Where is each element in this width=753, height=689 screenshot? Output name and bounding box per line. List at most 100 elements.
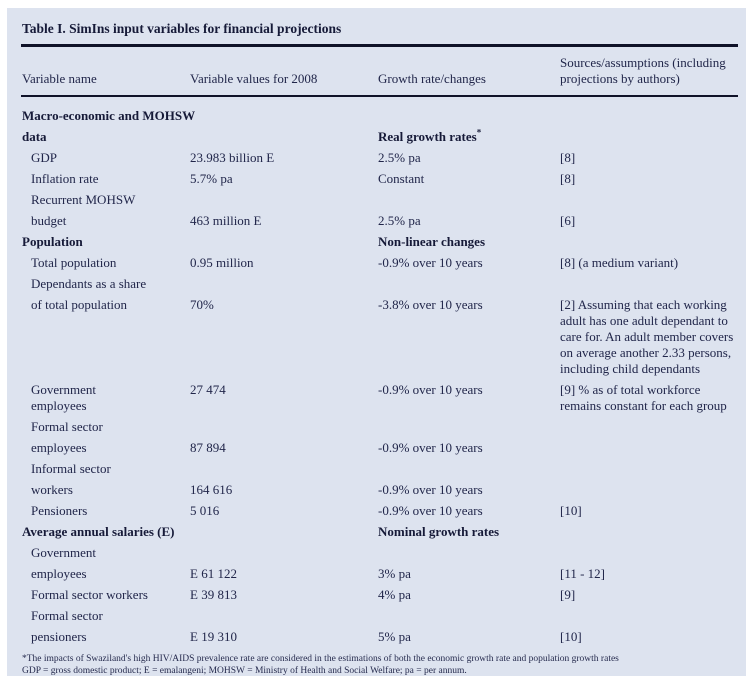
table-cell: Recurrent MOHSW xyxy=(31,192,136,207)
table-cell: 87 894 xyxy=(190,440,226,455)
table-cell: -0.9% over 10 years xyxy=(378,440,483,455)
table-row: employees 87 894 -0.9% over 10 years xyxy=(22,434,736,455)
table-cell: E 19 310 xyxy=(190,629,237,644)
table-cell: 23.983 billion E xyxy=(190,150,275,165)
table-panel: Table I. SimIns input variables for fina… xyxy=(7,8,746,676)
table-cell: Population xyxy=(22,234,83,249)
table-cell: employees xyxy=(31,398,87,413)
table-cell: Government xyxy=(31,382,96,397)
table-row: Dependants as a share xyxy=(22,270,736,291)
table-cell: on average another 2.33 persons, xyxy=(560,345,732,360)
table-cell: workers xyxy=(31,482,73,497)
column-header-sources-assumptions: Sources/assumptions (including projectio… xyxy=(560,55,726,86)
table-row: Government 27 474 -0.9% over 10 years [9] %… xyxy=(22,376,736,397)
table-cell: [8] (a medium variant) xyxy=(560,255,679,270)
table-cell: [10] xyxy=(560,503,582,518)
table-row: care for. An adult member covers xyxy=(22,328,736,344)
table-cell: employees xyxy=(31,566,87,581)
footnote-hiv-assumption: *The impacts of Swaziland's high HIV/AID… xyxy=(22,654,619,664)
table-cell: -3.8% over 10 years xyxy=(378,297,483,312)
table-row: Informal sector xyxy=(22,455,736,476)
table-cell: Nominal growth rates xyxy=(378,524,500,539)
table-cell: Pensioners xyxy=(31,503,88,518)
table-cell: care for. An adult member covers xyxy=(560,329,734,344)
table-cell: E 61 122 xyxy=(190,566,237,581)
table-cell: 5 016 xyxy=(190,503,220,518)
table-cell: 4% pa xyxy=(378,587,411,602)
table-row: Total population 0.95 million -0.9% over 1… xyxy=(22,249,736,270)
title-rule xyxy=(21,44,738,47)
table-cell: pensioners xyxy=(31,629,87,644)
table-cell: E 39 813 xyxy=(190,587,237,602)
table-cell: 27 474 xyxy=(190,382,226,397)
table-cell: [8] xyxy=(560,171,576,186)
table-row: pensioners E 19 310 5% pa [10] xyxy=(22,623,736,644)
table-cell: 5.7% pa xyxy=(190,171,233,186)
table-header-row: Variable name Variable values for 2008 G… xyxy=(7,47,746,95)
table-cell: 463 million E xyxy=(190,213,262,228)
table-cell: Total population xyxy=(31,255,117,270)
table-cell: Average annual salaries (E) xyxy=(22,524,175,539)
table-cell: Non-linear changes xyxy=(378,234,486,249)
table-cell: adult has one adult dependant to xyxy=(560,313,728,328)
table-row: Formal sector xyxy=(22,602,736,623)
table-cell: Formal sector workers xyxy=(31,587,148,602)
table-cell: 70% xyxy=(190,297,214,312)
table-cell: [6] xyxy=(560,213,576,228)
table-row: budget 463 million E 2.5% pa [6] xyxy=(22,207,736,228)
table-cell: 5% pa xyxy=(378,629,411,644)
table-row: including child dependants xyxy=(22,360,736,376)
table-cell: Constant xyxy=(378,171,425,186)
table-cell: 0.95 million xyxy=(190,255,254,270)
header-rule xyxy=(21,95,738,97)
table-cell: data xyxy=(22,129,47,144)
table-cell: Inflation rate xyxy=(31,171,99,186)
table-row: Average annual salaries (E) Nominal growt… xyxy=(22,518,736,539)
table-title: Table I. SimIns input variables for fina… xyxy=(22,21,342,36)
table-cell: -0.9% over 10 years xyxy=(378,503,483,518)
table-row: workers 164 616 -0.9% over 10 years xyxy=(22,476,736,497)
table-cell: [2] Assuming that each working xyxy=(560,297,727,312)
table-cell: of total population xyxy=(31,297,128,312)
table-cell: [9] % as of total workforce xyxy=(560,382,701,397)
column-header-variable-name: Variable name xyxy=(22,70,97,86)
table-cell: employees xyxy=(31,440,87,455)
table-cell: Dependants as a share xyxy=(31,276,147,291)
table-cell: Government xyxy=(31,545,96,560)
table-row: Population Non-linear changes xyxy=(22,228,736,249)
table-cell: [10] xyxy=(560,629,582,644)
table-body: Macro-economic and MOHSW data Real growth … xyxy=(7,97,746,644)
footnote-abbreviations: GDP = gross domestic product; E = emalan… xyxy=(22,665,467,676)
table-cell: including child dependants xyxy=(560,361,701,376)
table-row: data Real growth rates* xyxy=(22,123,736,144)
table-cell: -0.9% over 10 years xyxy=(378,255,483,270)
table-row: Pensioners 5 016 -0.9% over 10 years [10] xyxy=(22,497,736,518)
footnotes: *The impacts of Swaziland's high HIV/AID… xyxy=(22,654,736,677)
table-row: GDP 23.983 billion E 2.5% pa [8] xyxy=(22,144,736,165)
table-cell: Real growth rates* xyxy=(378,127,482,144)
table-row: employees E 61 122 3% pa [11 - 12] xyxy=(22,560,736,581)
table-row: Formal sector workers E 39 813 4% pa [9] xyxy=(22,581,736,602)
table-cell: -0.9% over 10 years xyxy=(378,382,483,397)
table-cell: [8] xyxy=(560,150,576,165)
column-header-variable-values: Variable values for 2008 xyxy=(190,70,318,86)
table-row: Macro-economic and MOHSW xyxy=(22,102,736,123)
table-cell: GDP xyxy=(31,150,58,165)
table-cell: 2.5% pa xyxy=(378,150,421,165)
table-cell: 164 616 xyxy=(190,482,233,497)
table-cell: 3% pa xyxy=(378,566,411,581)
table-cell: Informal sector xyxy=(31,461,111,476)
table-row: employees remains constant for each group xyxy=(22,397,736,413)
table-cell: 2.5% pa xyxy=(378,213,421,228)
footnote-marker: * xyxy=(476,127,482,138)
table-row: Recurrent MOHSW xyxy=(22,186,736,207)
table-cell: budget xyxy=(31,213,67,228)
table-cell: Formal sector xyxy=(31,419,103,434)
table-cell: -0.9% over 10 years xyxy=(378,482,483,497)
table-cell: Macro-economic and MOHSW xyxy=(22,108,196,123)
column-header-growth-rate: Growth rate/changes xyxy=(378,70,486,86)
table-row: on average another 2.33 persons, xyxy=(22,344,736,360)
table-row: adult has one adult dependant to xyxy=(22,312,736,328)
table-cell: Formal sector xyxy=(31,608,103,623)
